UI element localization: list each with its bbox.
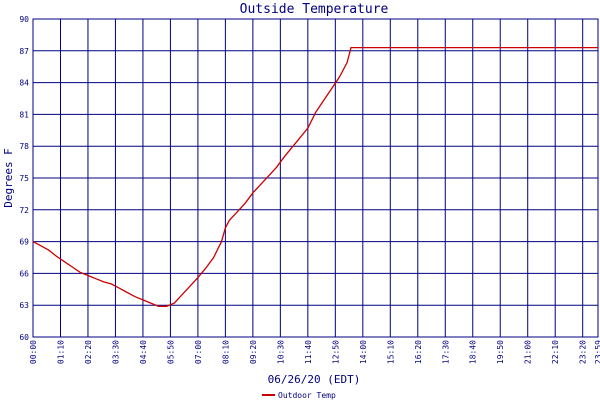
y-tick-label: 90 bbox=[19, 15, 29, 24]
chart-grid bbox=[32, 18, 599, 338]
x-tick-label: 00:00 bbox=[29, 340, 38, 364]
x-tick-label: 15:10 bbox=[386, 340, 395, 364]
chart-title: Outside Temperature bbox=[240, 2, 389, 17]
x-tick-label: 01:10 bbox=[56, 340, 65, 364]
x-tick-label: 12:50 bbox=[331, 340, 340, 364]
x-tick-label: 18:40 bbox=[469, 340, 478, 364]
y-tick-label: 69 bbox=[19, 238, 29, 247]
y-tick-label: 75 bbox=[19, 174, 29, 183]
x-tick-label: 23:59 bbox=[594, 340, 600, 364]
y-axis-label: Degrees F bbox=[2, 148, 15, 208]
x-tick-label: 04:40 bbox=[139, 340, 148, 364]
y-tick-label: 87 bbox=[19, 47, 29, 56]
legend: Outdoor Temp bbox=[262, 391, 336, 400]
x-tick-label: 23:20 bbox=[579, 340, 588, 364]
x-tick-label: 10:30 bbox=[276, 340, 285, 364]
legend-label-outdoor-temp: Outdoor Temp bbox=[278, 391, 336, 400]
x-tick-label: 19:50 bbox=[496, 340, 505, 364]
x-axis-tick-labels: 00:00 01:10 02:20 03:30 04:40 05:50 07:00 08:10… bbox=[29, 340, 600, 364]
x-tick-label: 07:00 bbox=[194, 340, 203, 364]
y-tick-label: 81 bbox=[19, 110, 29, 119]
x-tick-label: 16:20 bbox=[414, 340, 423, 364]
y-tick-label: 63 bbox=[19, 301, 29, 310]
x-tick-label: 22:10 bbox=[551, 340, 560, 364]
x-tick-label: 21:00 bbox=[524, 340, 533, 364]
series-layer bbox=[32, 46, 598, 307]
x-tick-label: 03:30 bbox=[111, 340, 120, 364]
x-tick-label: 17:30 bbox=[441, 340, 450, 364]
x-tick-label: 02:20 bbox=[84, 340, 93, 364]
y-tick-label: 78 bbox=[19, 142, 29, 151]
y-tick-label: 60 bbox=[19, 333, 29, 342]
x-tick-label: 05:50 bbox=[166, 340, 175, 364]
x-tick-label: 09:20 bbox=[249, 340, 258, 364]
y-tick-label: 84 bbox=[19, 79, 29, 88]
x-tick-label: 08:10 bbox=[221, 340, 230, 364]
x-tick-label: 11:40 bbox=[304, 340, 313, 364]
series-line-outdoor-temp bbox=[32, 46, 598, 307]
y-tick-label: 66 bbox=[19, 269, 29, 278]
x-axis-label: 06/26/20 (EDT) bbox=[268, 373, 361, 386]
y-tick-label: 72 bbox=[19, 206, 29, 215]
y-axis-tick-labels: 60 63 66 69 72 75 78 81 84 87 90 bbox=[19, 15, 29, 342]
x-tick-label: 14:00 bbox=[359, 340, 368, 364]
